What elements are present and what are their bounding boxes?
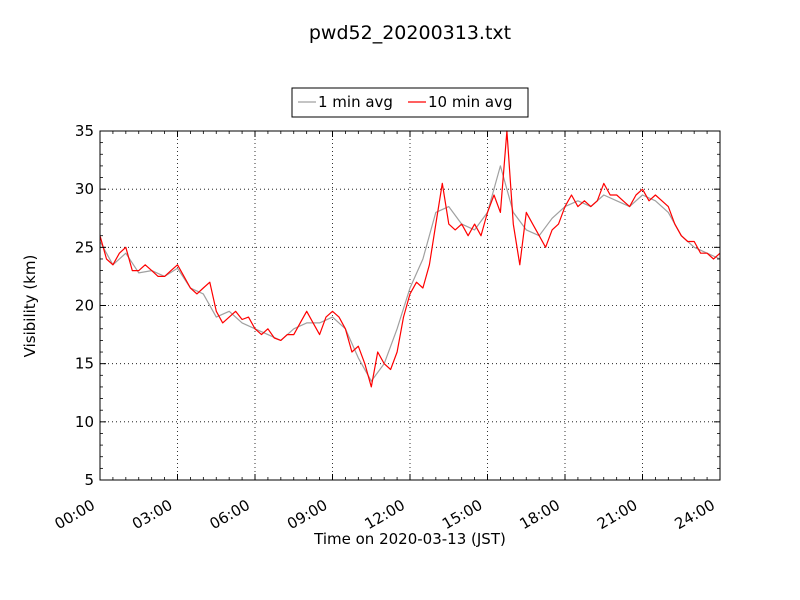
y-tick-label: 30: [75, 180, 94, 198]
series-layer: [99, 130, 721, 388]
grid: [100, 131, 720, 480]
y-tick-label: 25: [75, 238, 94, 256]
ticks: [99, 130, 721, 481]
y-tick-label: 20: [75, 297, 94, 315]
legend: 1 min avg 10 min avg: [291, 87, 529, 118]
legend-label-10min: 10 min avg: [428, 93, 513, 111]
legend-label-1min: 1 min avg: [318, 93, 393, 111]
series-1min-avg-line: [99, 165, 721, 382]
y-tick-label: 5: [84, 471, 94, 489]
chart-title: pwd52_20200313.txt: [309, 22, 511, 44]
series-10min-avg-line: [99, 130, 721, 388]
y-tick-label: 15: [75, 355, 94, 373]
x-axis-label: Time on 2020-03-13 (JST): [313, 530, 506, 548]
y-tick-label: 35: [75, 122, 94, 140]
y-axis-label: Visibility (km): [21, 255, 39, 358]
y-tick-label: 10: [75, 413, 94, 431]
y-tick-labels: 5 10 15 20 25 30 35: [75, 122, 94, 489]
